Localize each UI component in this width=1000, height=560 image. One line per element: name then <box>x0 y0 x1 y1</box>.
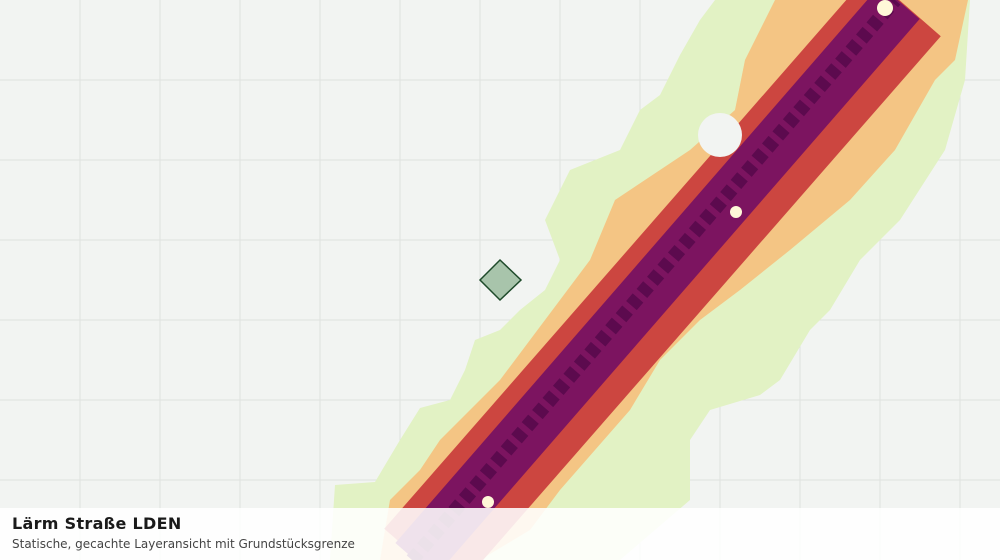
gap <box>698 113 742 157</box>
gap <box>482 496 494 508</box>
gap <box>877 0 893 16</box>
gap <box>730 206 742 218</box>
noise-zone-extreme <box>406 0 901 560</box>
map-subtitle: Statische, gecachte Layeransicht mit Gru… <box>12 537 355 551</box>
caption: Lärm Straße LDEN Statische, gecachte Lay… <box>0 508 1000 560</box>
parcel-boundary <box>478 258 523 302</box>
map-title: Lärm Straße LDEN <box>12 514 182 533</box>
